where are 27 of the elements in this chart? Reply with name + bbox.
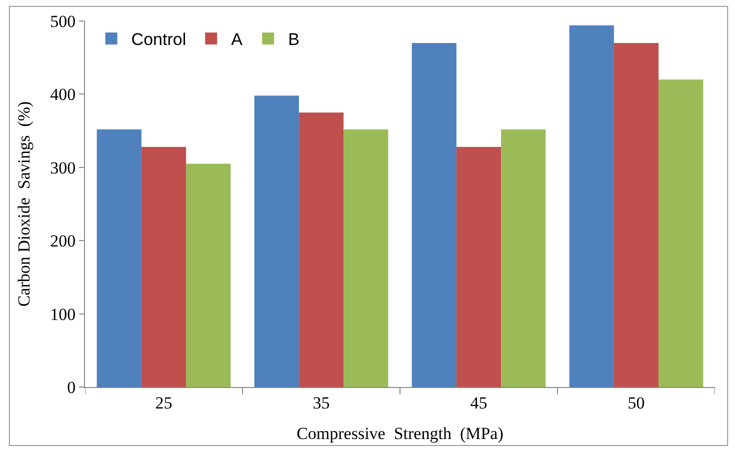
y-tick-label: 0 bbox=[67, 378, 76, 397]
bar bbox=[141, 146, 186, 387]
bar bbox=[412, 42, 456, 387]
legend-label: B bbox=[288, 30, 300, 50]
legend-label: Control bbox=[131, 30, 186, 50]
x-tick-label: 45 bbox=[470, 393, 488, 412]
bar bbox=[186, 164, 231, 387]
bar bbox=[614, 42, 659, 387]
bar bbox=[456, 146, 502, 387]
bar bbox=[254, 96, 299, 387]
bar bbox=[501, 129, 546, 387]
bar bbox=[344, 129, 388, 387]
x-tick-label: 25 bbox=[155, 393, 172, 412]
legend-label: A bbox=[231, 30, 244, 50]
x-tick-label: 35 bbox=[312, 393, 330, 412]
x-axis-title: Compressive Strength (MPa) bbox=[296, 424, 504, 443]
y-tick-label: 400 bbox=[50, 85, 76, 104]
y-tick-label: 200 bbox=[50, 232, 76, 251]
y-axis-title: Carbon Dioxide Savings (%) bbox=[14, 101, 34, 307]
bar bbox=[96, 129, 142, 387]
bar bbox=[569, 25, 614, 387]
y-tick-label: 500 bbox=[50, 12, 76, 31]
bar bbox=[298, 112, 344, 387]
x-tick-label: 50 bbox=[628, 393, 645, 412]
bar bbox=[658, 80, 704, 387]
y-tick-label: 300 bbox=[50, 158, 76, 178]
y-tick-label: 100 bbox=[50, 304, 76, 324]
